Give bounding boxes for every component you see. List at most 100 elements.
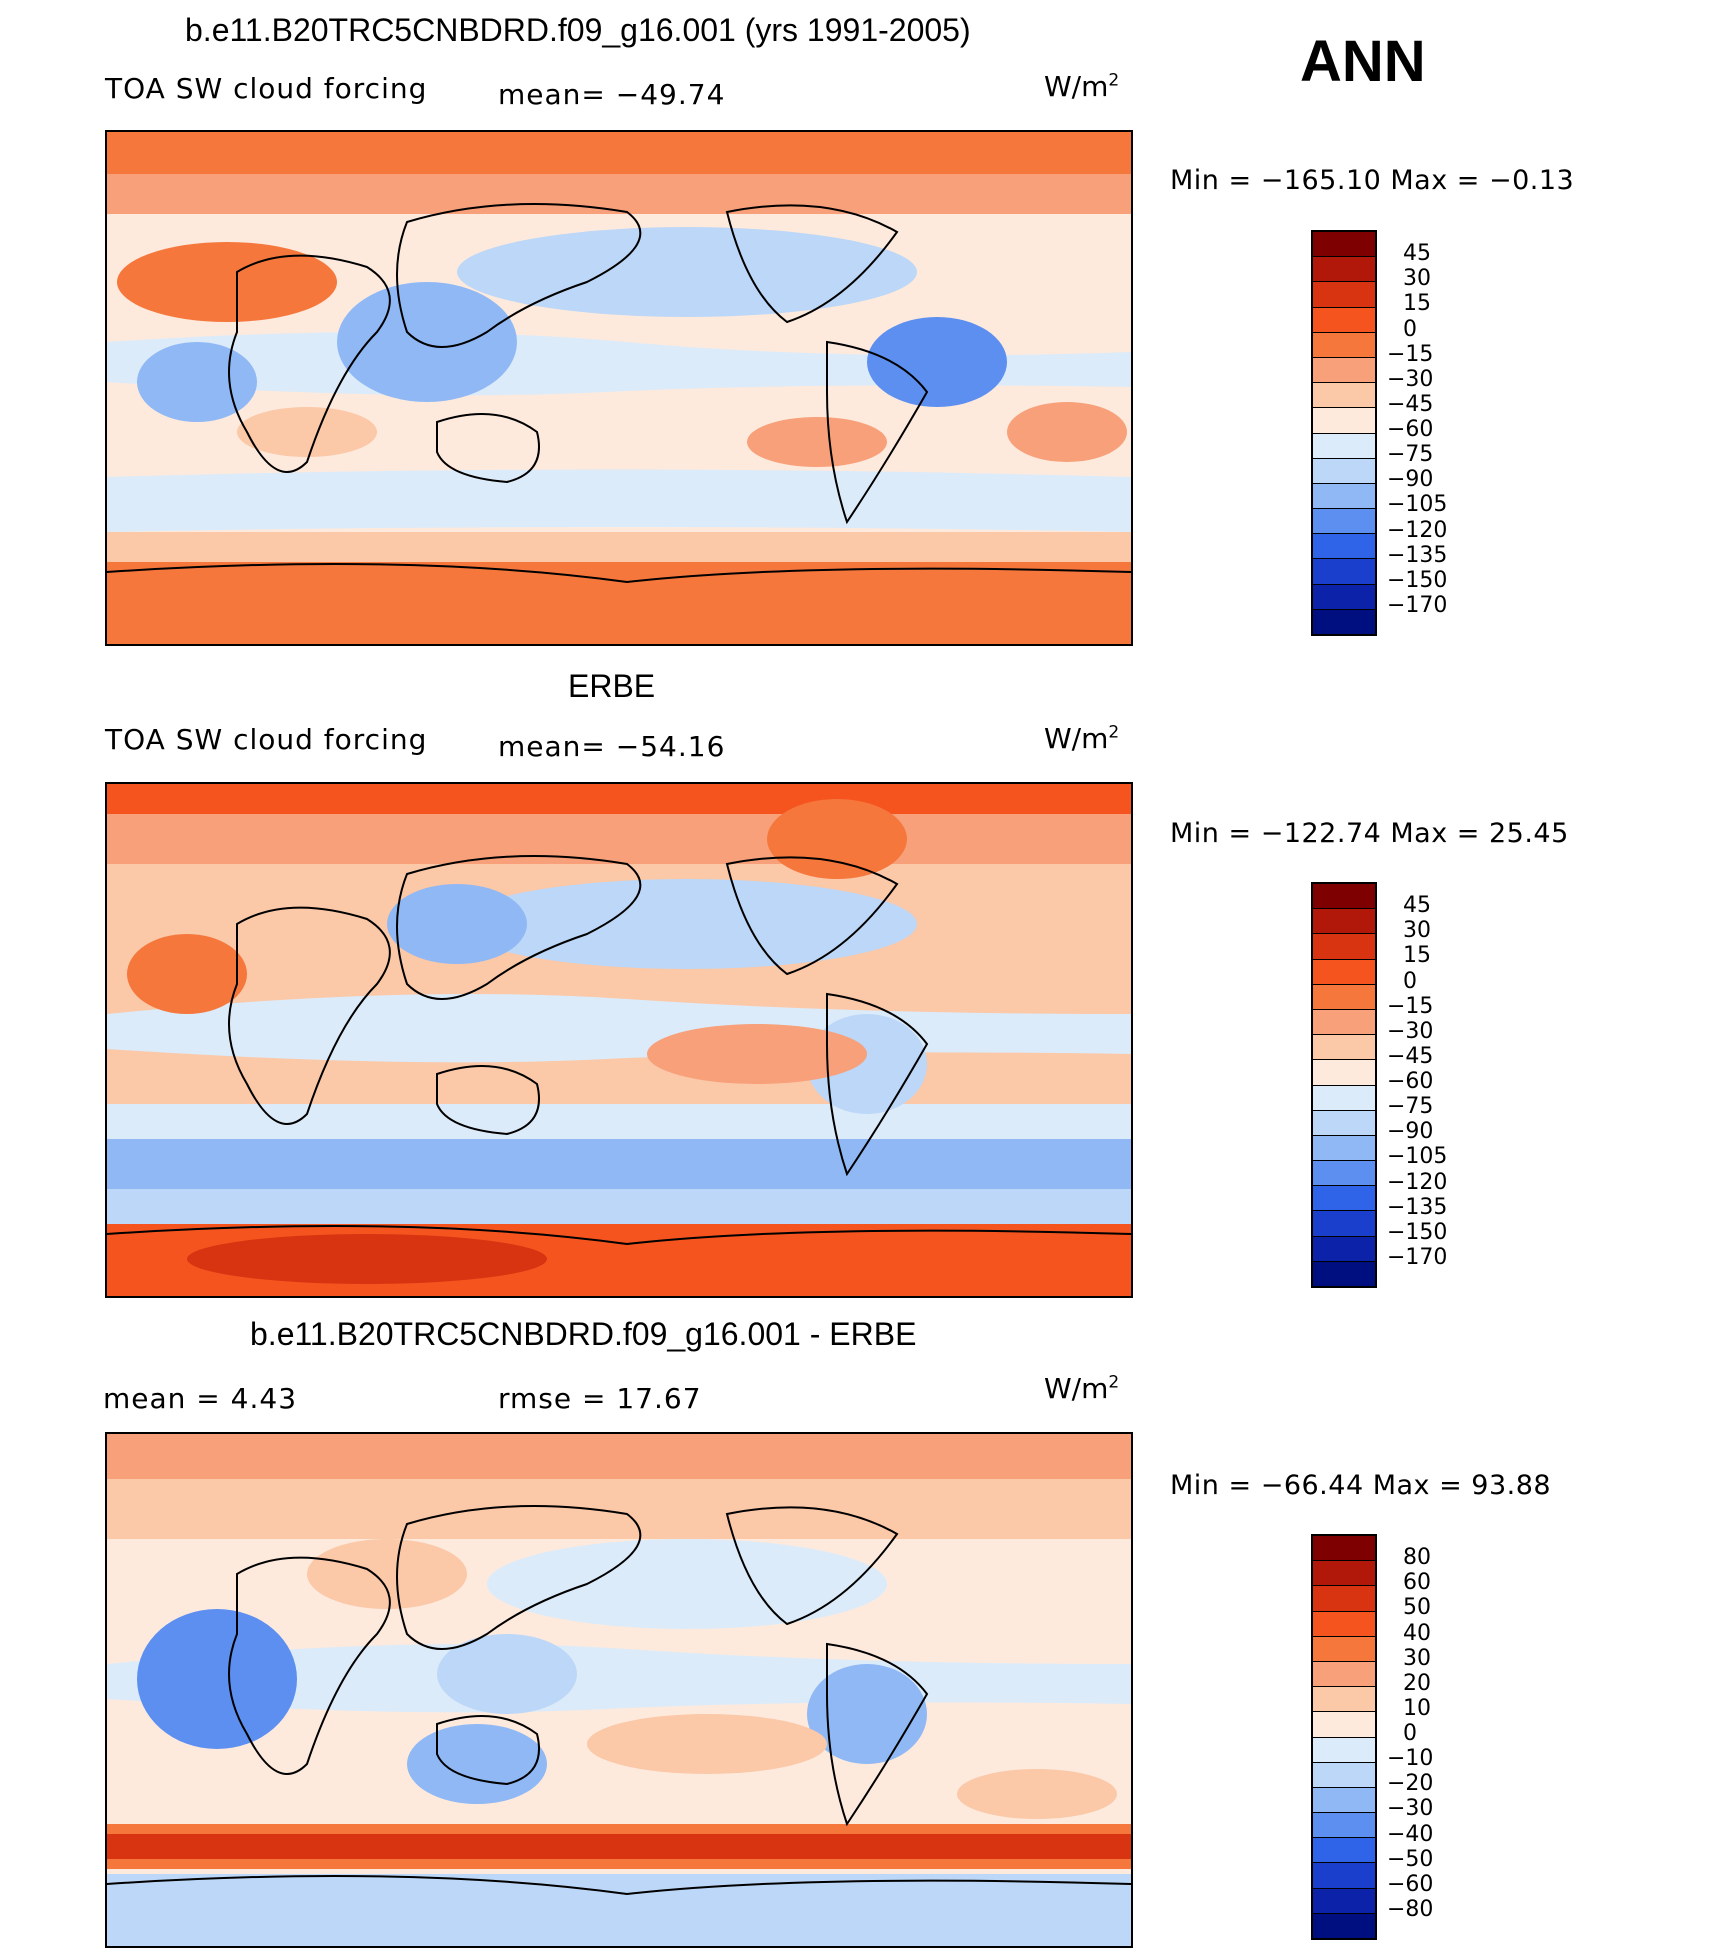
panel1-variable-label: TOA SW cloud forcing bbox=[105, 72, 428, 105]
colorbar-segment bbox=[1313, 534, 1375, 560]
colorbar-tick-label: −50 bbox=[1387, 1846, 1434, 1872]
colorbar-segment bbox=[1313, 1762, 1375, 1788]
colorbar-tick-label: 0 bbox=[1403, 968, 1417, 994]
colorbar-segment bbox=[1313, 1712, 1375, 1738]
colorbar-segment bbox=[1313, 1211, 1375, 1237]
colorbar-segment bbox=[1313, 307, 1375, 333]
colorbar-tick-label: −60 bbox=[1387, 1069, 1434, 1094]
panel1-units: W/m2 bbox=[1044, 70, 1120, 103]
colorbar-tick-label: −15 bbox=[1387, 993, 1434, 1019]
colorbar-segment bbox=[1313, 1787, 1375, 1814]
colorbar-segment bbox=[1313, 1561, 1375, 1587]
colorbar-segment bbox=[1313, 483, 1375, 510]
colorbar-tick-label: −80 bbox=[1387, 1896, 1434, 1922]
colorbar-segment bbox=[1313, 609, 1375, 634]
colorbar-segment bbox=[1313, 1838, 1375, 1864]
colorbar-tick-label: −15 bbox=[1387, 341, 1434, 367]
colorbar-segment bbox=[1313, 1085, 1375, 1111]
colorbar-segment bbox=[1313, 433, 1375, 459]
colorbar-tick-label: −135 bbox=[1387, 542, 1448, 568]
colorbar-segment bbox=[1313, 909, 1375, 935]
colorbar-segment bbox=[1313, 1186, 1375, 1212]
panel2-units: W/m2 bbox=[1044, 722, 1120, 755]
colorbar-segment bbox=[1313, 232, 1375, 258]
colorbar-tick-label: −120 bbox=[1387, 1169, 1448, 1195]
colorbar-segment bbox=[1313, 1135, 1375, 1162]
colorbar-tick-label: −170 bbox=[1387, 592, 1448, 618]
panel3-units: W/m2 bbox=[1044, 1372, 1120, 1405]
colorbar-segment bbox=[1313, 1110, 1375, 1136]
colorbar-segment bbox=[1313, 282, 1375, 308]
colorbar-segment bbox=[1313, 884, 1375, 910]
panel3-rmse-label: rmse = 17.67 bbox=[498, 1382, 702, 1415]
colorbar-tick-label: 60 bbox=[1403, 1570, 1431, 1596]
colorbar-tick-label: 80 bbox=[1403, 1545, 1431, 1571]
panel1-title: b.e11.B20TRC5CNBDRD.f09_g16.001 (yrs 199… bbox=[185, 12, 971, 48]
panel3-min-max: Min = −66.44 Max = 93.88 bbox=[1170, 1470, 1552, 1501]
colorbar-tick-label: 45 bbox=[1403, 893, 1431, 919]
colorbar-segment bbox=[1313, 1586, 1375, 1612]
panel3-colorbar bbox=[1311, 1534, 1377, 1940]
panel1-contour-field bbox=[107, 132, 1131, 644]
colorbar-segment bbox=[1313, 1236, 1375, 1262]
colorbar-segment bbox=[1313, 1009, 1375, 1036]
colorbar-segment bbox=[1313, 959, 1375, 985]
colorbar-segment bbox=[1313, 1536, 1375, 1562]
colorbar-segment bbox=[1313, 1035, 1375, 1061]
colorbar-tick-label: 40 bbox=[1403, 1620, 1431, 1646]
colorbar-tick-label: 30 bbox=[1403, 1645, 1431, 1671]
colorbar-tick-label: −135 bbox=[1387, 1194, 1448, 1220]
colorbar-tick-label: −60 bbox=[1387, 417, 1434, 442]
panel2-title: ERBE bbox=[568, 668, 656, 704]
colorbar-tick-label: −10 bbox=[1387, 1746, 1434, 1772]
colorbar-tick-label: −30 bbox=[1387, 1796, 1434, 1822]
colorbar-segment bbox=[1313, 458, 1375, 484]
colorbar-segment bbox=[1313, 1261, 1375, 1286]
colorbar-segment bbox=[1313, 1737, 1375, 1763]
colorbar-tick-label: −40 bbox=[1387, 1821, 1434, 1847]
colorbar-tick-label: 0 bbox=[1403, 316, 1417, 342]
panel2-min-max: Min = −122.74 Max = 25.45 bbox=[1170, 818, 1569, 849]
colorbar-segment bbox=[1313, 1863, 1375, 1889]
panel2-mean-label: mean= −54.16 bbox=[498, 730, 726, 763]
colorbar-segment bbox=[1313, 1913, 1375, 1938]
colorbar-segment bbox=[1313, 257, 1375, 283]
colorbar-tick-label: 10 bbox=[1403, 1695, 1431, 1721]
colorbar-tick-label: 50 bbox=[1403, 1595, 1431, 1621]
colorbar-tick-label: −90 bbox=[1387, 1119, 1434, 1145]
colorbar-segment bbox=[1313, 383, 1375, 409]
colorbar-segment bbox=[1313, 1636, 1375, 1662]
panel1-mean-label: mean= −49.74 bbox=[498, 78, 726, 111]
panel3-contour-field bbox=[107, 1434, 1131, 1946]
colorbar-tick-label: 20 bbox=[1403, 1670, 1431, 1696]
colorbar-tick-label: −30 bbox=[1387, 366, 1434, 392]
colorbar-tick-label: −45 bbox=[1387, 1043, 1434, 1069]
colorbar-segment bbox=[1313, 984, 1375, 1010]
panel2-colorbar bbox=[1311, 882, 1377, 1288]
colorbar-tick-label: 15 bbox=[1403, 943, 1431, 969]
panel1-min-max: Min = −165.10 Max = −0.13 bbox=[1170, 165, 1575, 196]
colorbar-segment bbox=[1313, 934, 1375, 960]
colorbar-tick-label: −20 bbox=[1387, 1771, 1434, 1797]
panel1-map bbox=[105, 130, 1133, 646]
colorbar-segment bbox=[1313, 584, 1375, 610]
colorbar-tick-label: 30 bbox=[1403, 266, 1431, 292]
colorbar-tick-label: 15 bbox=[1403, 291, 1431, 317]
colorbar-tick-label: −90 bbox=[1387, 467, 1434, 493]
colorbar-tick-label: −45 bbox=[1387, 391, 1434, 417]
colorbar-tick-label: −75 bbox=[1387, 442, 1434, 468]
colorbar-segment bbox=[1313, 1161, 1375, 1187]
colorbar-tick-label: −60 bbox=[1387, 1871, 1434, 1897]
panel2-variable-label: TOA SW cloud forcing bbox=[105, 723, 428, 756]
colorbar-segment bbox=[1313, 559, 1375, 585]
panel3-map bbox=[105, 1432, 1133, 1948]
panel3-mean-label: mean = 4.43 bbox=[103, 1382, 298, 1415]
panel2-contour-field bbox=[107, 784, 1131, 1296]
panel3-title: b.e11.B20TRC5CNBDRD.f09_g16.001 - ERBE bbox=[250, 1316, 917, 1352]
panel1-colorbar bbox=[1311, 230, 1377, 636]
colorbar-segment bbox=[1313, 332, 1375, 358]
colorbar-tick-label: −30 bbox=[1387, 1018, 1434, 1044]
colorbar-tick-label: −105 bbox=[1387, 492, 1448, 518]
colorbar-tick-label: −170 bbox=[1387, 1244, 1448, 1270]
colorbar-tick-label: 45 bbox=[1403, 241, 1431, 267]
